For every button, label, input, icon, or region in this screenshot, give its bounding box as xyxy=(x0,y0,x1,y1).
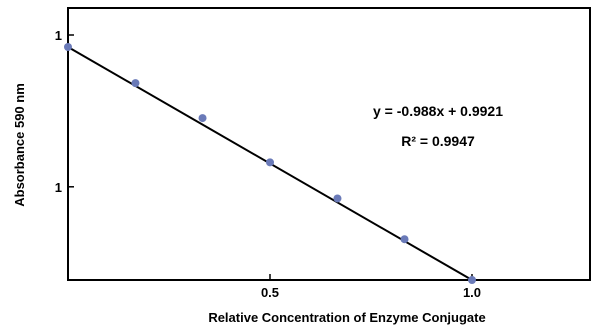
data-point xyxy=(266,158,274,166)
y-tick-label: 1 xyxy=(55,180,62,195)
equation-annotation: y = -0.988x + 0.9921 xyxy=(373,103,503,119)
data-point xyxy=(468,276,476,284)
plot-frame xyxy=(68,8,590,280)
x-axis-label: Relative Concentration of Enzyme Conjuga… xyxy=(208,310,485,325)
y-axis-label: Absorbance 590 nm xyxy=(12,83,27,207)
x-tick-label: 1.0 xyxy=(463,285,481,300)
y-axis-ticks: 11 xyxy=(55,28,74,195)
data-point xyxy=(199,114,207,122)
r-squared-annotation: R² = 0.9947 xyxy=(401,133,475,149)
x-tick-label: 0.5 xyxy=(261,285,279,300)
data-points xyxy=(64,43,476,284)
x-axis-ticks: 0.5 1.0 xyxy=(261,274,481,300)
y-tick-label: 1 xyxy=(55,28,62,43)
data-point xyxy=(131,79,139,87)
data-point xyxy=(64,43,72,51)
data-point xyxy=(333,194,341,202)
data-point xyxy=(401,235,409,243)
